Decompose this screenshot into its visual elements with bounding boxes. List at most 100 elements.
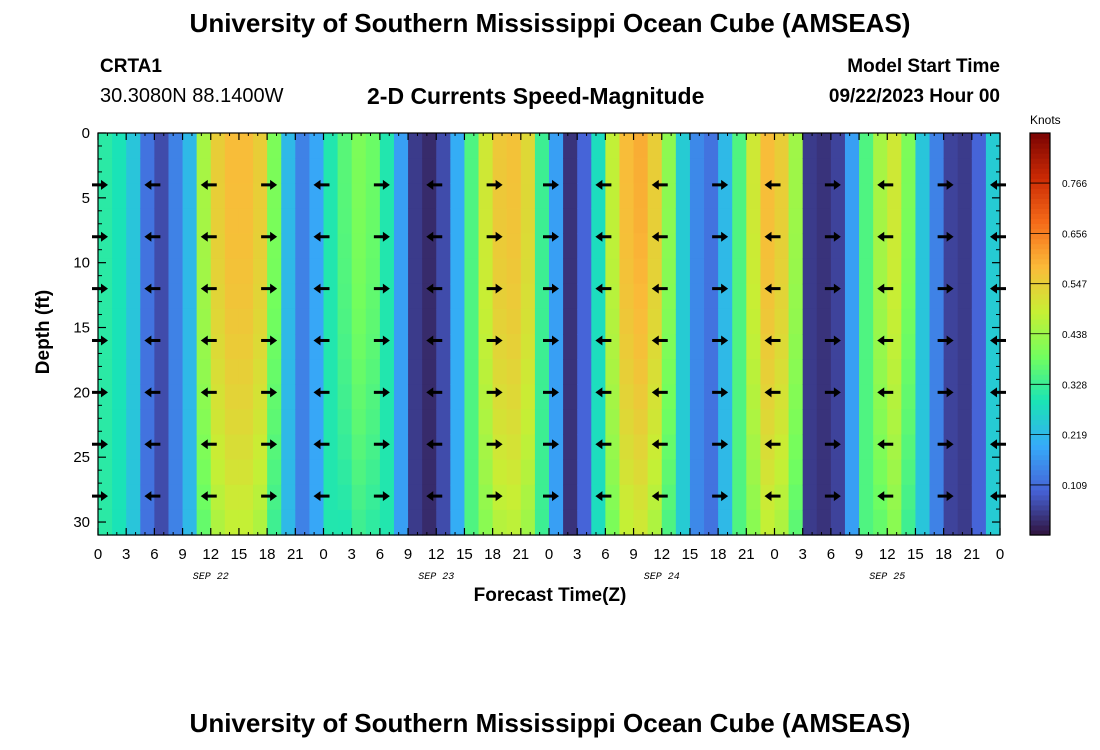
heatmap-cell <box>154 308 170 335</box>
heatmap-cell <box>224 359 240 385</box>
heatmap-cell <box>478 308 494 335</box>
heatmap-cell <box>774 359 790 385</box>
heatmap-cell <box>210 208 226 235</box>
heatmap-cell <box>464 283 480 310</box>
heatmap-cell <box>224 233 240 260</box>
heatmap-cell <box>788 133 804 159</box>
heatmap-cell <box>887 509 902 536</box>
heatmap-cell <box>563 308 578 335</box>
heatmap-cell <box>549 509 564 536</box>
heatmap-cell <box>788 359 804 385</box>
heatmap-cell <box>985 384 1001 410</box>
heatmap-cell <box>408 384 423 410</box>
heatmap-cell <box>704 183 719 209</box>
heatmap-cell <box>732 283 747 310</box>
heatmap-cell <box>732 208 747 235</box>
heatmap-cell <box>224 434 240 461</box>
heatmap-cell <box>168 283 184 310</box>
heatmap-cell <box>859 484 874 511</box>
heatmap-cell <box>337 459 353 486</box>
heatmap-cell <box>112 283 127 310</box>
current-arrow <box>261 439 278 450</box>
heatmap-cell <box>971 434 987 461</box>
heatmap-cell <box>534 283 550 310</box>
heatmap-cell <box>591 133 606 159</box>
heatmap-cell <box>788 208 804 235</box>
colorbar-segment <box>1030 203 1050 209</box>
heatmap-cell <box>238 409 254 436</box>
heatmap-cell <box>591 459 606 486</box>
heatmap-cell <box>520 133 536 159</box>
heatmap-cell <box>563 359 578 385</box>
current-arrow <box>651 283 668 294</box>
heatmap-cell <box>337 308 353 335</box>
heatmap-cell <box>689 158 705 184</box>
heatmap-cell <box>901 283 917 310</box>
heatmap-cell <box>450 133 466 159</box>
current-arrow-head <box>101 439 108 450</box>
heatmap-cell <box>802 158 818 184</box>
heatmap-cell <box>422 258 437 285</box>
current-arrow <box>712 179 729 190</box>
heatmap-cell <box>112 484 127 511</box>
heatmap-cell <box>478 283 494 310</box>
heatmap-cell <box>365 459 381 486</box>
heatmap-cell <box>887 283 902 310</box>
heatmap-cell <box>464 334 480 360</box>
heatmap-cell <box>253 308 268 335</box>
current-arrow-head <box>313 179 321 190</box>
y-tick-label: 0 <box>82 125 90 142</box>
heatmap-cell <box>563 384 578 410</box>
heatmap-cell <box>746 459 761 486</box>
heatmap-cell <box>478 509 494 536</box>
heatmap-cell <box>154 434 170 461</box>
heatmap-cell <box>577 434 592 461</box>
heatmap-cell <box>267 183 282 209</box>
heatmap-cell <box>281 258 296 285</box>
colorbar-segment <box>1030 193 1050 199</box>
heatmap-cell <box>534 308 550 335</box>
x-tick-label: 9 <box>404 546 412 563</box>
heatmap-cell <box>393 459 409 486</box>
heatmap-cell <box>478 208 494 235</box>
current-arrow-head <box>946 491 954 502</box>
heatmap-cell <box>661 484 677 511</box>
heatmap-cell <box>563 509 578 536</box>
heatmap-cell <box>337 183 353 209</box>
x-tick-label: 9 <box>629 546 637 563</box>
heatmap-cell <box>281 158 296 184</box>
heatmap-cell <box>732 133 747 159</box>
heatmap-cell <box>422 384 437 410</box>
heatmap-cell <box>534 509 550 536</box>
heatmap-cell <box>887 183 902 209</box>
heatmap-cell <box>915 509 931 536</box>
current-arrow-head <box>144 335 152 346</box>
heatmap-cell <box>154 258 170 285</box>
current-arrow-head <box>877 231 885 242</box>
colorbar-segment <box>1030 474 1050 481</box>
current-arrow-head <box>651 231 659 242</box>
heatmap-cell <box>844 484 860 511</box>
heatmap-cell <box>464 384 480 410</box>
heatmap-cell <box>844 283 860 310</box>
heatmap-cell <box>802 233 818 260</box>
heatmap-cell <box>351 459 367 486</box>
heatmap-cell <box>563 183 578 209</box>
heatmap-cell <box>887 233 902 260</box>
heatmap-cell <box>295 258 310 285</box>
heatmap-cell <box>506 459 522 486</box>
current-arrow <box>937 439 954 450</box>
heatmap-cell <box>520 334 536 360</box>
colorbar-segment <box>1030 374 1050 380</box>
y-axis: 0 5 10 15 20 25 30 <box>73 125 1000 536</box>
current-arrow <box>200 439 217 450</box>
current-arrow-head <box>426 179 434 190</box>
current-arrow <box>764 283 781 294</box>
current-arrow-head <box>495 335 503 346</box>
heatmap-cell <box>915 208 931 235</box>
heatmap-cell <box>957 258 973 285</box>
heatmap-cell <box>379 158 395 184</box>
current-arrow-head <box>382 231 390 242</box>
heatmap-cell <box>295 133 310 159</box>
heatmap-cell <box>788 308 804 335</box>
